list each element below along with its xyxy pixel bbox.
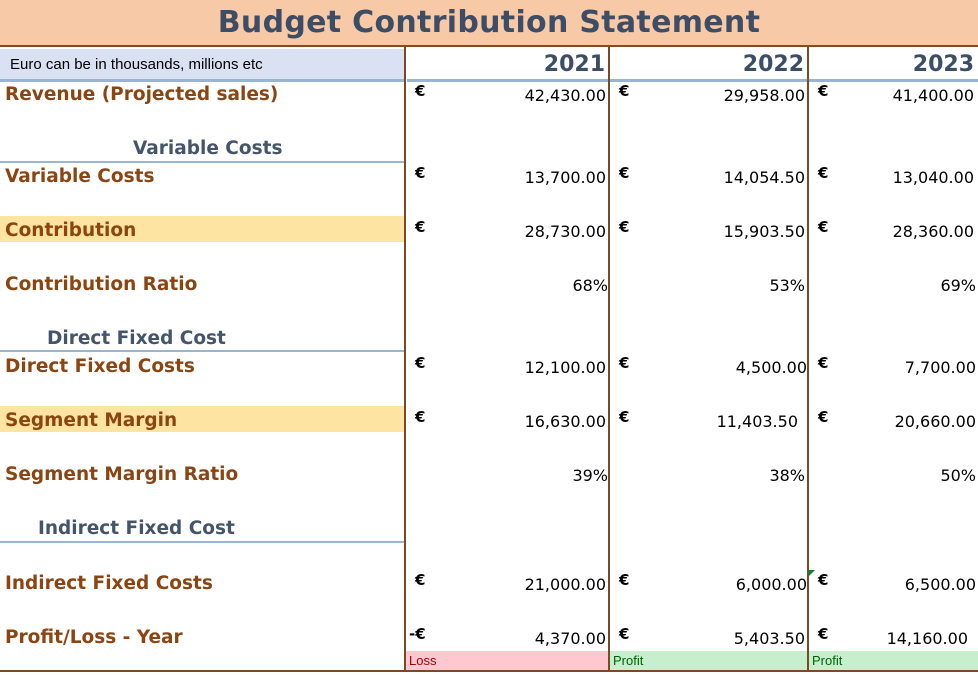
section-divider: [0, 541, 405, 543]
section-divider: [0, 161, 405, 163]
value-segment-margin-ratio-2021[interactable]: 39%: [572, 466, 608, 485]
page-title: Budget Contribution Statement: [0, 0, 978, 47]
status-badge-2022: Profit: [610, 651, 807, 670]
value-segment-margin-2021[interactable]: 16,630.00: [524, 412, 606, 431]
section-divider: [0, 350, 405, 352]
row-label-revenue[interactable]: Revenue (Projected sales): [5, 84, 279, 105]
column-divider: [608, 47, 610, 672]
currency-symbol: €: [415, 82, 426, 100]
value-indirect-fixed-costs-2023[interactable]: 6,500.00: [904, 575, 976, 594]
currency-symbol: €: [415, 408, 426, 426]
currency-symbol: €: [818, 218, 829, 236]
value-revenue-2022[interactable]: 29,958.00: [723, 86, 805, 105]
value-contribution-ratio-2023[interactable]: 69%: [940, 276, 976, 295]
currency-symbol: €: [619, 571, 630, 589]
row-label-contribution-ratio[interactable]: Contribution Ratio: [5, 274, 198, 295]
value-profit-loss-2022[interactable]: 5,403.50: [733, 629, 805, 648]
value-indirect-fixed-costs-2022[interactable]: 6,000.00: [735, 575, 807, 594]
column-divider: [807, 47, 809, 672]
table-bottom-border: [0, 670, 978, 672]
row-label-variable-costs[interactable]: Variable Costs: [5, 166, 155, 187]
value-variable-costs-2021[interactable]: 13,700.00: [524, 168, 606, 187]
currency-symbol: €: [619, 164, 630, 182]
value-direct-fixed-costs-2022[interactable]: 4,500.00: [735, 358, 807, 377]
currency-symbol: €: [619, 218, 630, 236]
value-direct-fixed-costs-2021[interactable]: 12,100.00: [524, 358, 606, 377]
currency-symbol: €: [415, 164, 426, 182]
value-direct-fixed-costs-2023[interactable]: 7,700.00: [904, 358, 976, 377]
value-variable-costs-2022[interactable]: 14,054.50: [723, 168, 805, 187]
value-contribution-2021[interactable]: 28,730.00: [524, 222, 606, 241]
value-segment-margin-2023[interactable]: 20,660.00: [894, 412, 976, 431]
comment-indicator-icon[interactable]: [808, 570, 815, 577]
currency-symbol: €: [818, 571, 829, 589]
status-badge-2021: Loss: [406, 651, 608, 670]
row-label-profit-loss[interactable]: Profit/Loss - Year: [5, 627, 183, 648]
currency-symbol: €: [415, 218, 426, 236]
unit-note: Euro can be in thousands, millions etc: [0, 49, 405, 80]
currency-symbol: €: [619, 625, 630, 643]
contribution-highlight: [0, 216, 405, 242]
section-indirect-fixed-cost: Indirect Fixed Cost: [38, 518, 235, 539]
currency-symbol: €: [415, 571, 426, 589]
value-revenue-2023[interactable]: 41,400.00: [892, 86, 974, 105]
row-label-direct-fixed-costs[interactable]: Direct Fixed Costs: [5, 356, 195, 377]
currency-symbol: €: [818, 354, 829, 372]
row-label-indirect-fixed-costs[interactable]: Indirect Fixed Costs: [5, 573, 213, 594]
currency-symbol: €: [818, 82, 829, 100]
row-label-contribution[interactable]: Contribution: [5, 220, 137, 241]
value-revenue-2021[interactable]: 42,430.00: [524, 86, 606, 105]
year-header-2022[interactable]: 2022: [742, 52, 804, 77]
currency-symbol: €: [415, 354, 426, 372]
value-contribution-2023[interactable]: 28,360.00: [892, 222, 974, 241]
value-profit-loss-2023[interactable]: 14,160.00: [886, 629, 968, 648]
segment-margin-highlight: [0, 406, 405, 432]
currency-symbol: €: [818, 164, 829, 182]
value-variable-costs-2023[interactable]: 13,040.00: [892, 168, 974, 187]
year-header-2023[interactable]: 2023: [912, 52, 974, 77]
currency-symbol: €: [619, 82, 630, 100]
currency-symbol: €: [818, 625, 829, 643]
loss-currency-symbol: -€: [409, 625, 426, 643]
currency-symbol: €: [818, 408, 829, 426]
status-badge-2023: Profit: [809, 651, 978, 670]
value-indirect-fixed-costs-2021[interactable]: 21,000.00: [524, 575, 606, 594]
header-underline-years: [407, 79, 978, 82]
value-segment-margin-2022[interactable]: 11,403.50: [716, 412, 798, 431]
section-direct-fixed-cost: Direct Fixed Cost: [47, 328, 226, 349]
currency-symbol: €: [619, 408, 630, 426]
section-variable-costs: Variable Costs: [133, 138, 283, 159]
value-contribution-2022[interactable]: 15,903.50: [723, 222, 805, 241]
value-contribution-ratio-2022[interactable]: 53%: [769, 276, 805, 295]
value-segment-margin-ratio-2022[interactable]: 38%: [769, 466, 805, 485]
row-label-segment-margin-ratio[interactable]: Segment Margin Ratio: [5, 464, 239, 485]
currency-symbol: €: [619, 354, 630, 372]
header-underline: [0, 79, 405, 82]
value-segment-margin-ratio-2023[interactable]: 50%: [940, 466, 976, 485]
row-label-segment-margin[interactable]: Segment Margin: [5, 410, 178, 431]
column-divider: [404, 47, 406, 672]
year-header-2021[interactable]: 2021: [543, 52, 605, 77]
value-contribution-ratio-2021[interactable]: 68%: [572, 276, 608, 295]
value-profit-loss-2021[interactable]: 4,370.00: [534, 629, 606, 648]
